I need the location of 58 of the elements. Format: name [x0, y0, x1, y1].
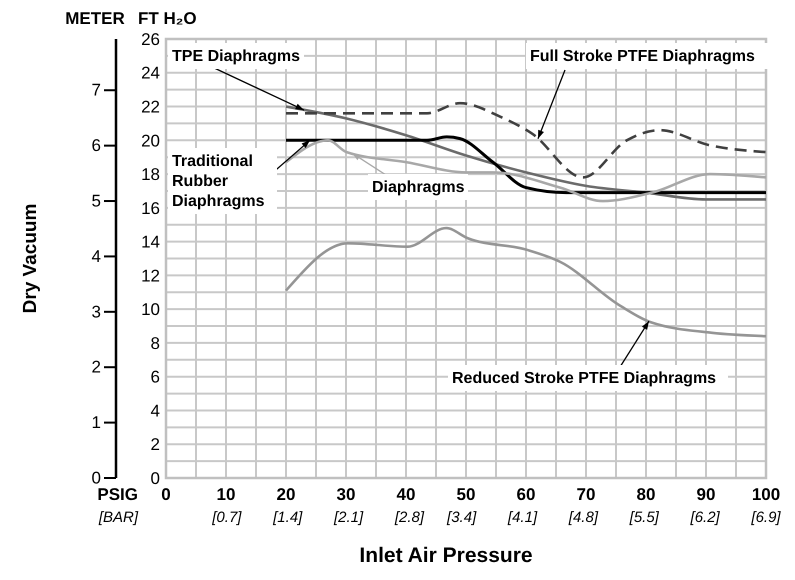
x-tick-label: 90 — [696, 485, 716, 504]
x2-tick-label: [2.1] — [333, 509, 364, 526]
x-tick-label: 40 — [396, 485, 416, 504]
x-tick-label: 10 — [216, 485, 236, 504]
y2-tick-label: 6 — [150, 368, 160, 387]
y2-tick-label: 14 — [141, 232, 160, 252]
text: FT H₂O — [138, 9, 197, 28]
y2-tick-label: 4 — [150, 401, 160, 420]
legend-label: Diaphragms — [372, 179, 465, 196]
line-series — [284, 139, 768, 202]
y2-tick-label: 26 — [141, 30, 160, 49]
x-tick-label: 50 — [456, 485, 476, 504]
line-series — [284, 102, 768, 179]
x-tick-label: 100 — [752, 485, 780, 504]
x-tick-label: 20 — [276, 485, 296, 504]
y-tick-label: 2 — [92, 358, 101, 377]
y-axis-title: Dry Vacuum — [20, 204, 41, 314]
x2-tick-label: [6.9] — [750, 509, 782, 526]
x-tick-label: 30 — [336, 485, 356, 504]
text: Full Stroke PTFE Diaphragms — [530, 48, 756, 65]
text: Reduced Stroke PTFE Diaphragms — [452, 370, 716, 387]
y2-tick-label: 0 — [150, 468, 160, 488]
y-tick-label: 0 — [92, 468, 101, 488]
y-tick-label: 3 — [92, 302, 101, 322]
x2-tick-label: [4.8] — [568, 509, 599, 526]
text: [BAR] — [98, 509, 139, 526]
y2-tick-label: 10 — [141, 300, 160, 320]
line-series — [284, 226, 768, 338]
y2-tick-label: 22 — [141, 97, 160, 116]
y2-tick-label: 2 — [150, 435, 160, 454]
y2-tick-label: 8 — [150, 334, 160, 353]
x2-tick-label: [3.4] — [446, 509, 478, 526]
y-tick-label: 4 — [92, 246, 101, 266]
y2-tick-label: 16 — [141, 198, 160, 218]
y-tick-label: 7 — [92, 80, 101, 100]
x2-tick-label: [2.8] — [394, 509, 425, 526]
x2-tick-label: [6.2] — [690, 509, 721, 526]
text: METER — [65, 9, 125, 28]
line-series — [284, 135, 768, 194]
y-tick-label: 6 — [92, 136, 101, 156]
text: TPE Diaphragms — [172, 48, 300, 65]
text: PSIG — [97, 485, 138, 504]
y2-tick-label: 12 — [141, 266, 160, 286]
x2-tick-label: [0.7] — [211, 509, 242, 526]
x2-tick-label: [5.5] — [628, 509, 660, 526]
y2-tick-label: 18 — [141, 165, 160, 184]
x-tick-label: 60 — [516, 485, 536, 504]
y-tick-label: 1 — [92, 413, 101, 432]
series-label: Traditional Rubber Diaphragms — [172, 153, 265, 210]
x-tick-label: 70 — [576, 485, 596, 504]
y2-tick-label: 24 — [141, 64, 160, 83]
x-tick-label: 0 — [161, 485, 171, 504]
y2-tick-label: 20 — [141, 131, 160, 150]
x-axis-title: Inlet Air Pressure — [359, 544, 533, 567]
y-tick-label: 5 — [92, 191, 101, 210]
x-tick-label: 80 — [636, 485, 656, 504]
x2-tick-label: [1.4] — [272, 509, 304, 526]
x2-tick-label: [4.1] — [506, 509, 538, 526]
